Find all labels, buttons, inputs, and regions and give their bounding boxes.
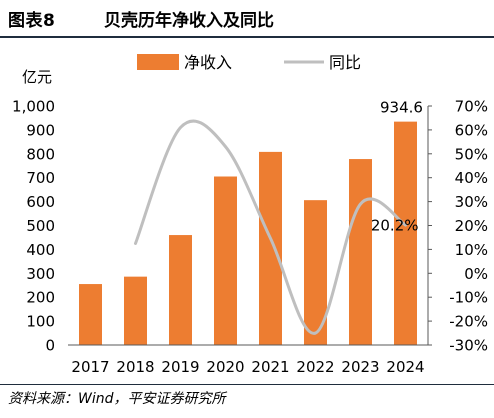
figure-title: 贝壳历年净收入及同比	[104, 11, 274, 31]
legend-item-bar: 净收入	[137, 53, 232, 72]
left-axis-ticks: 0 100 200 300 400 500 600 700 800 900 1,000	[12, 98, 55, 355]
left-tick-label: 400	[26, 241, 55, 259]
x-tick-label: 2022	[296, 358, 334, 376]
legend-bar-label: 净收入	[184, 53, 232, 72]
left-tick-label: 1,000	[12, 98, 55, 116]
right-tick-label: -10%	[449, 289, 488, 307]
left-tick-label: 700	[26, 169, 55, 187]
bar-2018	[124, 276, 147, 345]
yoy-line	[134, 119, 407, 335]
left-tick-label: 800	[26, 145, 55, 163]
right-tick-label: 50%	[455, 145, 488, 163]
x-tick-label: 2018	[116, 358, 154, 376]
right-tick-label: 60%	[455, 121, 488, 139]
right-tick-label: 10%	[455, 241, 488, 259]
bar-2022	[304, 200, 327, 345]
right-tick-label: 30%	[455, 193, 488, 211]
figure-label: 图表8	[8, 11, 56, 31]
bar-2019	[169, 235, 192, 345]
left-tick-label: 600	[26, 193, 55, 211]
bar-2017	[79, 284, 102, 345]
right-tick-label: 20%	[455, 217, 488, 235]
x-tick-label: 2021	[251, 358, 289, 376]
x-tick-label: 2017	[71, 358, 109, 376]
bar-2024	[394, 121, 417, 345]
right-tick-label: 40%	[455, 169, 488, 187]
right-tick-label: 0%	[464, 265, 488, 283]
left-tick-label: 300	[26, 265, 55, 283]
left-tick-label: 900	[26, 121, 55, 139]
revenue-chart: 净收入 同比 亿元 0 100 200 300 400 500 600 700 800 900 1,0…	[12, 53, 488, 376]
bar-2021	[259, 151, 282, 345]
x-tick-label: 2020	[206, 358, 244, 376]
legend-bar-swatch	[137, 54, 179, 70]
bars	[79, 121, 417, 345]
bar-value-label: 934.6	[380, 99, 423, 117]
figure-header: 图表8 贝壳历年净收入及同比	[0, 0, 494, 38]
x-tick-label: 2023	[341, 358, 379, 376]
legend-line-label: 同比	[329, 53, 361, 72]
data-labels: 934.6 20.2%	[371, 99, 423, 235]
left-tick-label: 500	[26, 217, 55, 235]
header-rule	[0, 36, 494, 38]
line-value-label: 20.2%	[371, 217, 419, 235]
left-axis-unit: 亿元	[22, 68, 52, 86]
legend-item-line: 同比	[284, 53, 361, 72]
left-tick-label: 200	[26, 289, 55, 307]
right-axis-ticks: -30% -20% -10% 0% 10% 20% 30% 40% 50% 60% 70%	[428, 98, 488, 355]
right-tick-label: -30%	[449, 337, 488, 355]
bar-2020	[214, 176, 237, 345]
right-tick-label: -20%	[449, 313, 488, 331]
left-tick-label: 100	[26, 313, 55, 331]
right-tick-label: 70%	[455, 98, 488, 116]
left-tick-label: 0	[45, 337, 55, 355]
x-tick-label: 2024	[386, 358, 424, 376]
bar-2023	[349, 159, 372, 345]
footer-rule	[0, 384, 494, 385]
x-axis-ticks: 2017 2018 2019 2020 2021 2022 2023 2024	[71, 358, 424, 376]
chart-legend: 净收入 同比	[137, 53, 361, 72]
x-tick-label: 2019	[161, 358, 199, 376]
source-note: 资料来源：Wind，平安证券研究所	[8, 391, 226, 407]
